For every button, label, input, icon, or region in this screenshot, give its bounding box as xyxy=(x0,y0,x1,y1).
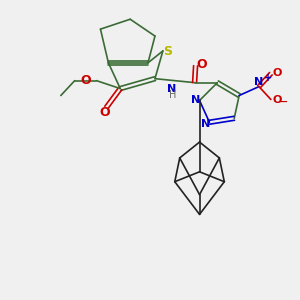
Text: H: H xyxy=(169,89,176,100)
Text: O: O xyxy=(272,68,281,78)
Text: O: O xyxy=(196,58,207,71)
Text: N: N xyxy=(254,76,264,87)
Text: O: O xyxy=(99,106,110,119)
Text: S: S xyxy=(163,45,172,58)
Text: O: O xyxy=(272,95,281,106)
Text: N: N xyxy=(191,95,200,106)
Text: N: N xyxy=(167,84,176,94)
Text: −: − xyxy=(279,97,288,106)
Text: O: O xyxy=(80,74,91,87)
Text: N: N xyxy=(201,119,210,129)
Text: +: + xyxy=(264,73,272,83)
